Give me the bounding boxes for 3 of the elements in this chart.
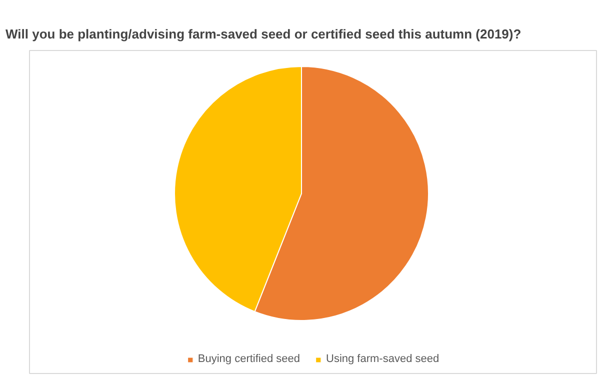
legend-label: Buying certified seed <box>198 353 300 365</box>
legend-label: Using farm-saved seed <box>326 353 440 365</box>
chart-title: Will you be planting/advising farm-saved seed or certified seed this autumn (2019)? <box>6 26 522 42</box>
